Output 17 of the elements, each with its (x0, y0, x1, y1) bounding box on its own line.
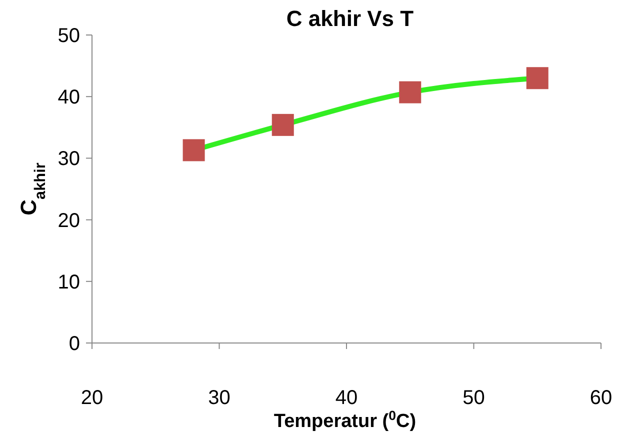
x-tick-label: 50 (462, 387, 485, 409)
point (182, 139, 205, 162)
y-tick-label: 50 (58, 25, 80, 47)
y-tick-label: 10 (58, 271, 80, 294)
y-tick-label: 30 (58, 148, 80, 170)
point (526, 67, 548, 90)
y-tick-label: 40 (58, 86, 80, 109)
x-tick-label: 60 (590, 387, 612, 409)
x-tick-label: 30 (208, 387, 230, 409)
point (399, 81, 422, 104)
y-tick-label: 20 (58, 210, 80, 232)
chart-title: C akhir Vs T (286, 6, 414, 31)
x-tick-label: 40 (335, 387, 358, 409)
y-tick-label: 0 (68, 333, 80, 355)
x-tick-label: 20 (80, 387, 104, 409)
point (272, 114, 294, 136)
x-axis-title: Temperatur ($^{0}$C) (274, 408, 416, 432)
